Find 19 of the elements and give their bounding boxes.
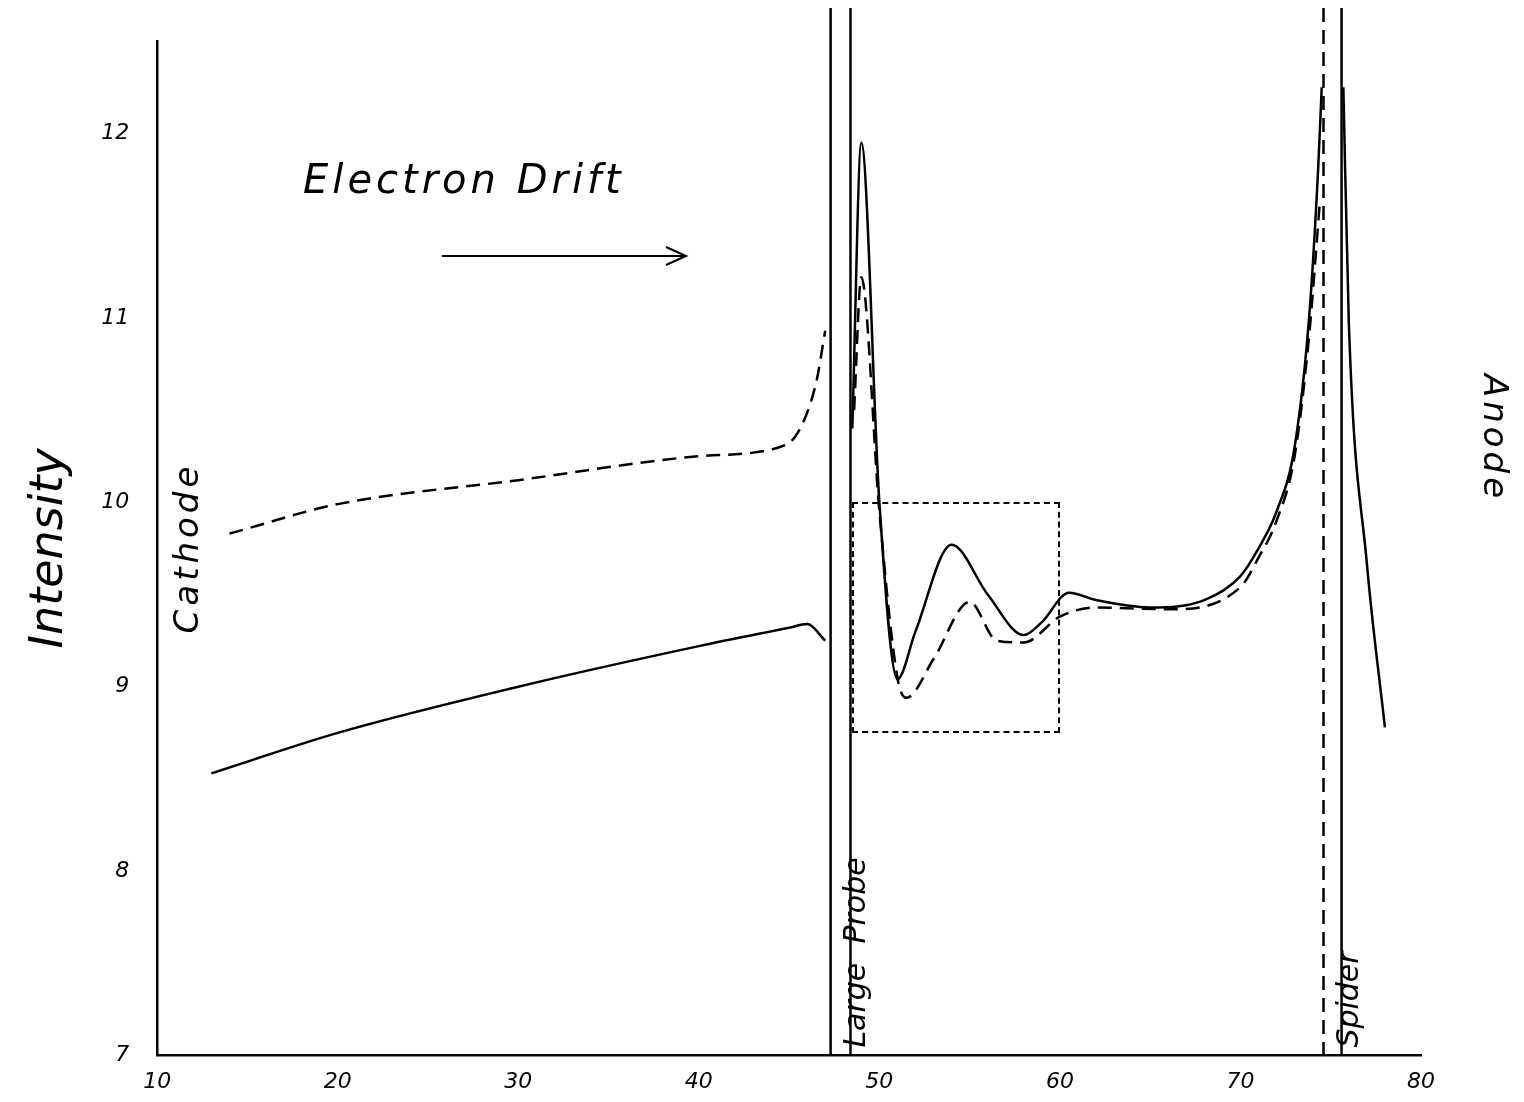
y-tick-label: 10 <box>101 488 130 514</box>
annotation: Electron Drift <box>303 156 625 202</box>
y-tick-label: 7 <box>115 1041 130 1067</box>
annotation: Cathode <box>166 462 206 634</box>
y-tick-label: 12 <box>101 119 130 145</box>
x-tick-label: 80 <box>1407 1067 1435 1093</box>
x-tick-label: 70 <box>1226 1067 1255 1093</box>
y-tick-label: 11 <box>101 303 130 329</box>
x-tick-label: 20 <box>323 1067 352 1093</box>
text: Anode <box>1476 373 1516 503</box>
x-tick-label: 40 <box>684 1067 713 1093</box>
y-axis-title: Intensity <box>18 447 73 649</box>
x-tick-label: 50 <box>865 1067 894 1093</box>
x-tick-label: 30 <box>504 1067 533 1093</box>
y-tick-label: 9 <box>115 672 130 698</box>
y-tick-label: 8 <box>115 856 130 882</box>
ref-line-label: Spider <box>1330 949 1366 1048</box>
x-tick-label: 60 <box>1045 1067 1074 1093</box>
x-tick-label: 10 <box>143 1067 172 1093</box>
